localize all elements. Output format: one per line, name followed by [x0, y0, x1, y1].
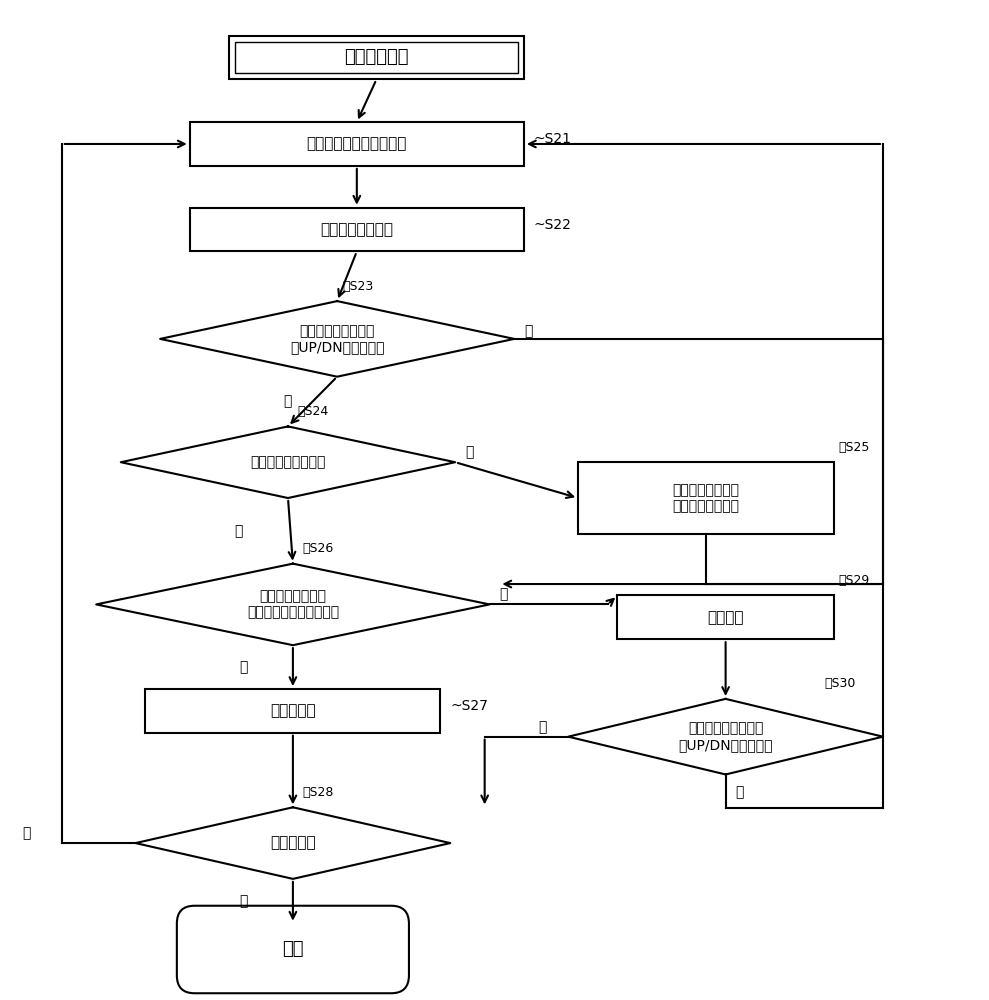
- Bar: [229, 36, 524, 79]
- Text: ⌣S25: ⌣S25: [839, 441, 870, 454]
- Text: 显示已制作的画面: 显示已制作的画面: [320, 222, 394, 237]
- Text: 是: 是: [499, 587, 507, 601]
- Text: 是: 是: [238, 894, 247, 908]
- Bar: [145, 689, 440, 733]
- Text: 结束指示？: 结束指示？: [270, 836, 315, 851]
- Text: 否: 否: [539, 720, 547, 734]
- Polygon shape: [160, 301, 514, 377]
- Polygon shape: [121, 426, 455, 498]
- Text: ⌣S29: ⌣S29: [839, 574, 870, 587]
- Text: 检测出显示切换指示
（UP/DN键接通）？: 检测出显示切换指示 （UP/DN键接通）？: [290, 324, 385, 354]
- Text: 暂时停止: 暂时停止: [707, 610, 744, 625]
- Text: 当前的代表信息为
规定范围内的最后图像？: 当前的代表信息为 规定范围内的最后图像？: [247, 589, 339, 620]
- Text: ~S27: ~S27: [450, 699, 489, 713]
- Bar: [234, 42, 518, 73]
- Text: 检测出的推压力大？: 检测出的推压力大？: [250, 455, 325, 469]
- Text: 检测出显示切换指示
（UP/DN键接通）？: 检测出显示切换指示 （UP/DN键接通）？: [678, 722, 772, 752]
- Text: ~S21: ~S21: [534, 132, 572, 146]
- Text: 否: 否: [524, 324, 532, 338]
- Text: 是: 是: [736, 785, 744, 799]
- Text: ⌣S23: ⌣S23: [342, 280, 373, 293]
- Text: 将滚动速度／切换
时间设定为短时间: 将滚动速度／切换 时间设定为短时间: [673, 483, 740, 513]
- Bar: [190, 122, 524, 166]
- Text: ⌣S24: ⌣S24: [298, 405, 329, 418]
- Polygon shape: [569, 699, 883, 774]
- Text: 一帧再现模式: 一帧再现模式: [344, 48, 408, 66]
- Text: 是: 是: [283, 395, 292, 409]
- Bar: [190, 208, 524, 251]
- Bar: [617, 595, 834, 639]
- Text: ~S22: ~S22: [534, 218, 572, 232]
- Polygon shape: [135, 807, 450, 879]
- Text: 制作具有代表信息的画面: 制作具有代表信息的画面: [307, 136, 407, 151]
- Text: 否: 否: [238, 660, 247, 674]
- Text: ⌣S26: ⌣S26: [303, 542, 334, 555]
- Text: 否: 否: [233, 524, 242, 538]
- FancyBboxPatch shape: [177, 906, 408, 993]
- Polygon shape: [96, 564, 490, 645]
- Text: 是: 是: [465, 445, 474, 459]
- Text: ⌣S28: ⌣S28: [303, 786, 334, 799]
- Text: 对时间计数: 对时间计数: [270, 703, 315, 718]
- Text: ⌣S30: ⌣S30: [824, 677, 855, 690]
- Bar: [579, 462, 834, 534]
- Text: 否: 否: [23, 826, 31, 840]
- Text: 结束: 结束: [282, 940, 304, 958]
